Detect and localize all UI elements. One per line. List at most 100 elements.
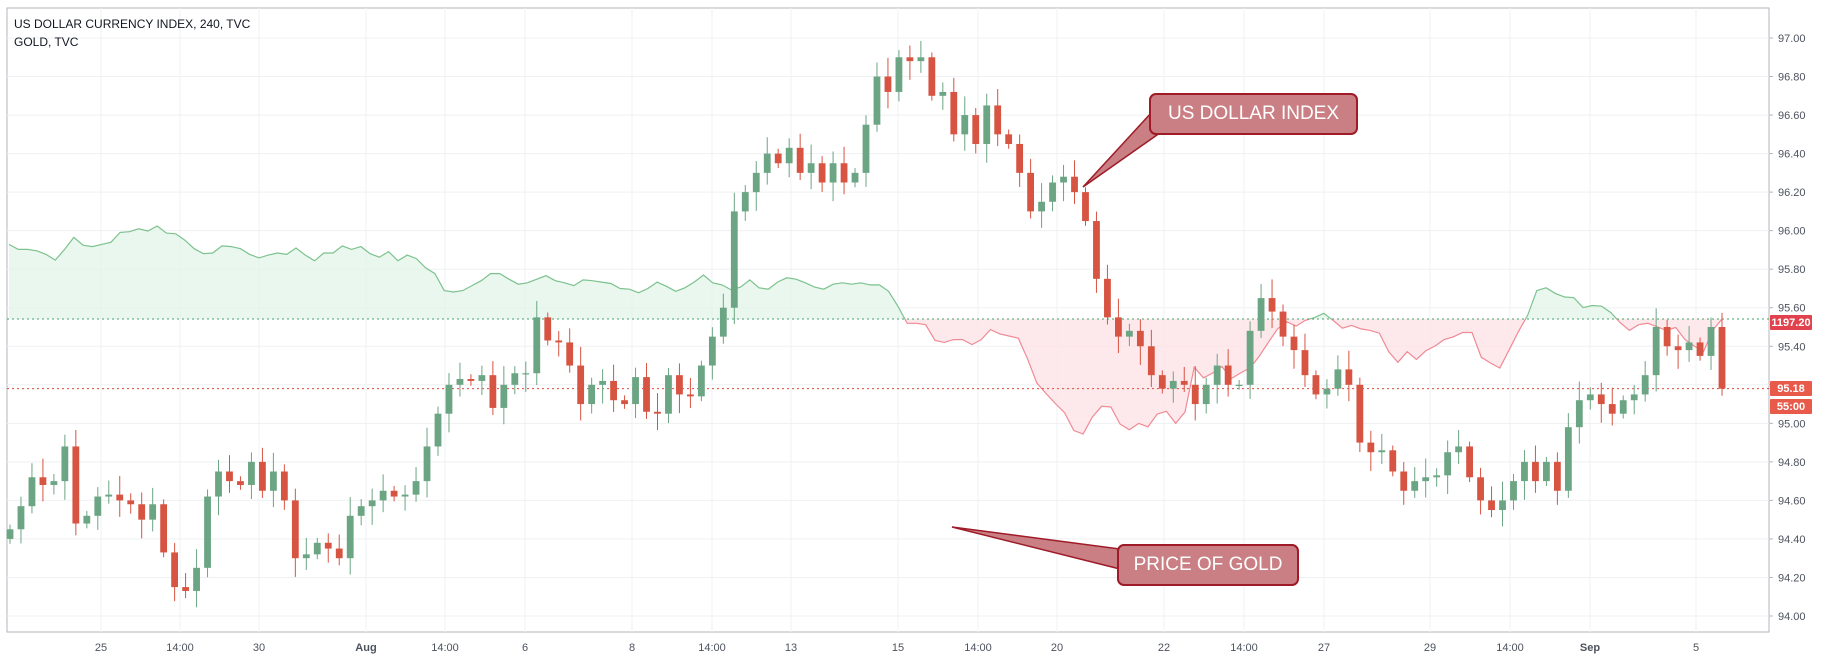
- candle-body: [379, 490, 387, 501]
- candle-body: [302, 554, 310, 559]
- candle-body: [1268, 298, 1276, 312]
- countdown-tag: 55:00: [1770, 399, 1812, 414]
- candle-body: [1707, 327, 1715, 356]
- candle-body: [1553, 461, 1561, 491]
- y-tick-label: 95.80: [1778, 264, 1806, 276]
- candle-body: [335, 548, 343, 559]
- candle-body: [544, 317, 552, 341]
- candle-body: [368, 500, 376, 507]
- candle-body: [840, 163, 848, 183]
- candle-body: [950, 91, 958, 135]
- candle-body: [1433, 475, 1441, 478]
- candle-body: [555, 340, 563, 343]
- candle-body: [697, 365, 705, 397]
- candle-body: [1389, 450, 1397, 472]
- candle-body: [1422, 477, 1430, 482]
- candle-body: [237, 481, 244, 485]
- candle-body: [138, 504, 146, 520]
- candle-body: [226, 471, 233, 482]
- x-tick-label: 14:00: [698, 642, 726, 654]
- x-tick-label: 25: [95, 642, 107, 654]
- candle-body: [621, 400, 628, 405]
- legend-gold: GOLD, TVC: [14, 35, 79, 49]
- candle-body: [346, 515, 354, 559]
- candle-body: [687, 394, 694, 397]
- candle-body: [1532, 461, 1539, 482]
- candle-body: [1575, 400, 1583, 428]
- candle-body: [1136, 330, 1144, 347]
- candle-body: [1718, 327, 1726, 389]
- candle-body: [1696, 342, 1704, 356]
- candle-body: [522, 373, 530, 375]
- gold-line-below: [904, 319, 1723, 435]
- candle-body: [445, 384, 453, 414]
- x-tick-label: 20: [1051, 642, 1063, 654]
- candle-body: [1619, 400, 1627, 414]
- candle-body: [1191, 384, 1199, 405]
- candle-body: [774, 153, 782, 164]
- x-tick-label: 6: [522, 642, 528, 654]
- candle-body: [50, 481, 58, 485]
- candle-body: [665, 375, 672, 414]
- gold-area-above: [9, 226, 1722, 319]
- x-tick-label: 30: [253, 642, 265, 654]
- candle-body: [269, 471, 277, 491]
- candle-body: [259, 461, 266, 491]
- candle-body: [489, 375, 497, 408]
- gold-line-above: [8, 225, 1722, 319]
- candle-body: [972, 115, 980, 144]
- candle-body: [1082, 192, 1089, 222]
- candle-body: [1224, 365, 1232, 385]
- candle-body: [6, 529, 14, 539]
- candle-body: [1455, 446, 1463, 453]
- y-tick-label: 96.20: [1778, 187, 1806, 199]
- candle-body: [1147, 346, 1155, 376]
- candle-body: [1027, 172, 1035, 212]
- candle-body: [1334, 369, 1342, 389]
- candle-body: [1674, 346, 1682, 351]
- x-tick-label: 27: [1318, 642, 1330, 654]
- candle-body: [17, 506, 25, 530]
- candle-body: [456, 379, 464, 385]
- candle-body: [939, 91, 947, 96]
- candle-body: [1685, 342, 1693, 351]
- candle-body: [818, 163, 826, 183]
- candle-body: [862, 124, 870, 173]
- gold-price-tag: 1197.20: [1770, 315, 1812, 330]
- y-tick-label: 95.00: [1778, 418, 1806, 430]
- candle-body: [1466, 446, 1473, 478]
- candle-body: [1158, 375, 1166, 389]
- candle-body: [83, 515, 91, 524]
- candle-body: [895, 57, 903, 92]
- candle-body: [94, 496, 102, 516]
- candle-body: [127, 500, 135, 505]
- candle-body: [248, 461, 255, 485]
- x-tick-label: 14:00: [166, 642, 194, 654]
- candle-body: [1169, 380, 1177, 389]
- candle-body: [917, 57, 925, 62]
- candle-body: [1038, 201, 1045, 212]
- candle-body: [500, 384, 508, 408]
- candle-body: [1586, 394, 1594, 401]
- candle-body: [1641, 375, 1649, 395]
- callout-price-of-gold: PRICE OF GOLD: [1117, 544, 1299, 586]
- candle-body: [676, 375, 683, 395]
- candle-body: [1301, 350, 1309, 376]
- candle-body: [1246, 330, 1254, 385]
- candle-body: [1016, 143, 1024, 173]
- candle-body: [741, 192, 749, 212]
- candle-body: [105, 494, 113, 497]
- y-tick-label: 94.00: [1778, 611, 1806, 623]
- candle-body: [1608, 404, 1616, 414]
- candle-body: [478, 375, 486, 381]
- candle-body: [1499, 500, 1506, 511]
- y-tick-label: 96.60: [1778, 110, 1806, 122]
- candle-body: [401, 494, 409, 497]
- x-tick-label: 15: [892, 642, 904, 654]
- candle-body: [204, 496, 211, 568]
- candle-body: [708, 336, 716, 366]
- candle-body: [412, 481, 420, 495]
- candle-body: [116, 494, 124, 501]
- candle-body: [752, 172, 760, 193]
